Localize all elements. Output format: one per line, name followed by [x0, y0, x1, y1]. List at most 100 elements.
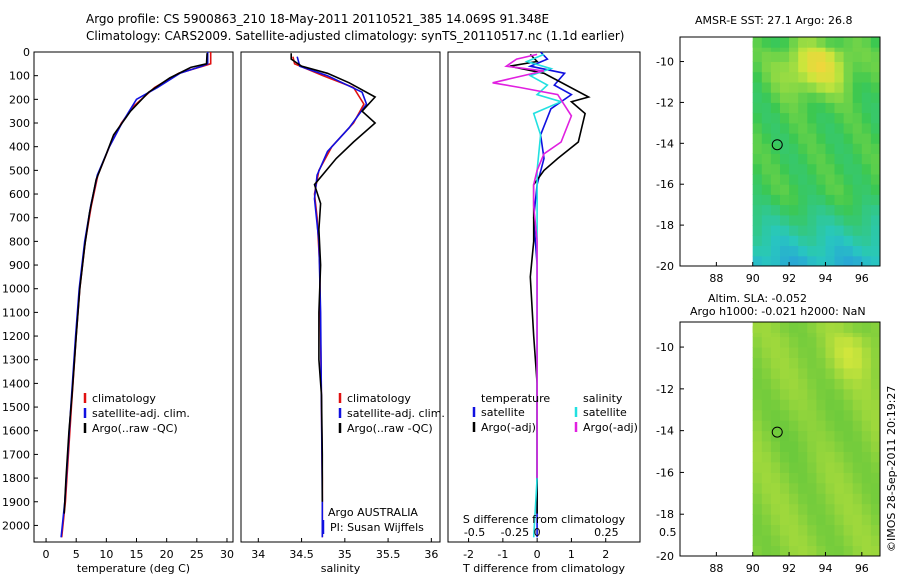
map-sst-cell	[852, 174, 863, 185]
map-sst-cell	[798, 92, 808, 103]
map-sla-cell	[852, 409, 863, 421]
map-sst-cell	[789, 245, 799, 257]
map-sst-cell	[761, 214, 772, 226]
series-line-salinity-argo-adj-	[492, 53, 573, 479]
map-sst-cell	[807, 194, 817, 206]
map-sla-cell	[807, 482, 817, 494]
map-sst-cell	[807, 102, 817, 114]
map-sst-cell	[807, 112, 817, 124]
map-sla-cell	[843, 347, 854, 358]
map-sla-cell	[789, 322, 799, 333]
map-sla-cell	[861, 503, 872, 515]
map-sst-cell	[852, 37, 863, 48]
map-sst-cell	[789, 255, 799, 267]
map-sla-cell	[834, 441, 845, 452]
map-sst-cell	[770, 82, 781, 93]
map-sla-cell	[861, 472, 872, 484]
map-sst-cell	[780, 194, 790, 206]
map-sst-cell	[789, 102, 799, 114]
map-sst-y-tick-label: -14	[656, 137, 674, 150]
map-sst-cell	[870, 133, 881, 144]
map-sst-cell	[825, 82, 836, 93]
map-sst-cell	[852, 51, 863, 62]
map-sst-cell	[807, 153, 817, 165]
map-sla-cell	[816, 503, 826, 515]
map-sst-cell	[861, 163, 872, 175]
map-sla-cell	[825, 524, 836, 536]
map-sst-cell	[816, 112, 826, 124]
header-line-2: Climatology: CARS2009. Satellite-adjuste…	[86, 29, 625, 43]
map-sst-cell	[825, 225, 836, 236]
map-sst-cell	[807, 214, 817, 226]
map-sst-cell	[780, 92, 790, 103]
map-sst-cell	[789, 214, 799, 226]
map-sst-cell	[852, 71, 863, 83]
map-sst-cell	[816, 61, 826, 73]
map-sst-cell	[770, 194, 781, 206]
map-sst-cell	[780, 235, 790, 246]
map-sla-cell	[825, 514, 836, 526]
map-sla-cell	[789, 462, 799, 473]
map-sst-cell	[770, 143, 781, 154]
map-sst-cell	[816, 122, 826, 134]
map-sst-cell	[816, 92, 826, 103]
map-sst-cell	[843, 82, 854, 93]
map-sst-cell	[770, 122, 781, 134]
map-sst-cell	[789, 82, 799, 93]
map-sst-cell	[861, 194, 872, 206]
map-sst-cell	[798, 133, 808, 144]
map-sla-cell	[770, 409, 781, 421]
y-tick-label: 1700	[2, 448, 30, 461]
map-sst-cell	[816, 143, 826, 154]
map-sla-cell	[780, 472, 790, 484]
map-sla-cell	[843, 503, 854, 515]
map-sst-cell	[843, 112, 854, 124]
map-sst-cell	[843, 61, 854, 73]
map-sla-cell	[816, 472, 826, 484]
map-sla-cell	[843, 420, 854, 432]
map-sst-cell	[861, 153, 872, 165]
map-sla-cell	[761, 409, 772, 421]
map-sla-cell	[861, 535, 872, 546]
map-sst-cell	[761, 37, 772, 48]
map-sla-cell	[752, 545, 763, 557]
map-sla-cell	[834, 545, 845, 557]
map-sla-y-tick-label: -16	[656, 466, 674, 479]
map-sst-cell	[843, 122, 854, 134]
map-sst-cell	[816, 194, 826, 206]
map-sla-cell	[861, 451, 872, 463]
map-sla-cell	[870, 368, 881, 379]
map-sst-cell	[843, 235, 854, 246]
y-tick-label: 1100	[2, 306, 30, 319]
map-sla-cell	[861, 399, 872, 411]
map-sst-cell	[807, 235, 817, 246]
x-tick-label: 36	[424, 548, 438, 561]
map-sst-cell	[861, 92, 872, 103]
map-sst-cell	[816, 235, 826, 246]
map-sla-cell	[770, 545, 781, 557]
map-sla-cell	[834, 472, 845, 484]
map-sla-cell	[780, 503, 790, 515]
map-sst-cell	[761, 255, 772, 267]
map-sla-cell	[752, 357, 763, 369]
map-sst-cell	[870, 112, 881, 124]
map-sst-cell	[761, 225, 772, 236]
map-sst-cell	[798, 61, 808, 73]
map-sst-cell	[861, 174, 872, 185]
map-sla-cell	[798, 451, 808, 463]
y-tick-label: 500	[9, 164, 30, 177]
map-sla-cell	[807, 514, 817, 526]
map-sla-cell	[834, 514, 845, 526]
map-sla-cell	[780, 482, 790, 494]
map-bottom-title-2: Argo h1000: -0.021 h2000: NaN	[690, 305, 866, 318]
map-sst-cell	[761, 112, 772, 124]
map-sla-cell	[770, 451, 781, 463]
map-sst-cell	[780, 163, 790, 175]
map-sst-cell	[770, 184, 781, 195]
x-tick-label: 15	[130, 548, 144, 561]
map-sla-cell	[870, 441, 881, 452]
map-sla-cell	[861, 409, 872, 421]
map-sst-cell	[752, 102, 763, 114]
map-sst-cell	[752, 194, 763, 206]
y-tick-label: 1600	[2, 425, 30, 438]
